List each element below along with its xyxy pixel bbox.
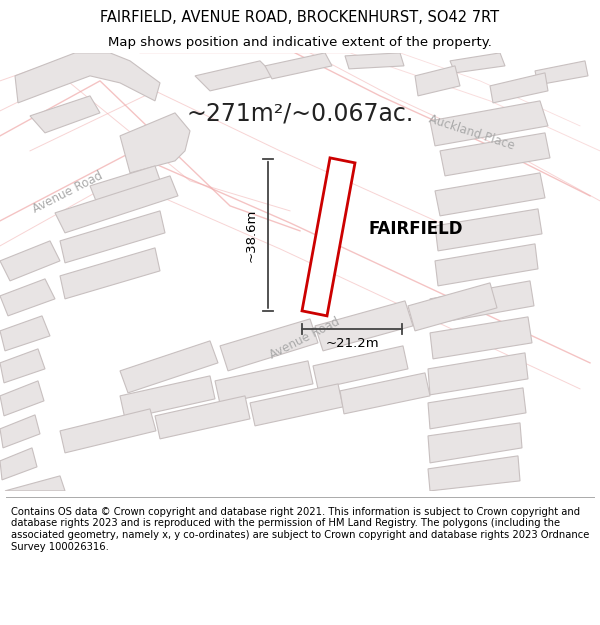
Polygon shape: [430, 101, 548, 146]
Polygon shape: [120, 376, 215, 419]
Text: ~38.6m: ~38.6m: [245, 208, 258, 261]
Polygon shape: [0, 381, 44, 416]
Polygon shape: [0, 448, 37, 480]
Polygon shape: [408, 283, 497, 331]
Polygon shape: [428, 388, 526, 429]
Text: Avenue Road: Avenue Road: [268, 316, 342, 362]
Polygon shape: [440, 133, 550, 176]
Polygon shape: [90, 166, 162, 206]
Text: Avenue Road: Avenue Road: [31, 169, 105, 216]
Polygon shape: [490, 73, 548, 103]
Polygon shape: [120, 341, 218, 393]
Polygon shape: [435, 244, 538, 286]
Polygon shape: [415, 66, 460, 96]
Polygon shape: [0, 279, 55, 316]
Polygon shape: [450, 53, 505, 73]
Polygon shape: [15, 53, 160, 103]
Polygon shape: [430, 317, 532, 359]
Text: Map shows position and indicative extent of the property.: Map shows position and indicative extent…: [108, 36, 492, 49]
Polygon shape: [315, 301, 413, 351]
Polygon shape: [60, 211, 165, 263]
Polygon shape: [313, 346, 408, 389]
Polygon shape: [428, 423, 522, 463]
Polygon shape: [345, 53, 404, 69]
Polygon shape: [0, 151, 600, 391]
Polygon shape: [195, 61, 275, 91]
Polygon shape: [0, 241, 60, 281]
Text: ~271m²/~0.067ac.: ~271m²/~0.067ac.: [187, 102, 413, 126]
Polygon shape: [430, 281, 534, 324]
Polygon shape: [250, 384, 343, 426]
Polygon shape: [428, 353, 528, 395]
Polygon shape: [5, 476, 65, 491]
Polygon shape: [340, 373, 430, 414]
Text: Contains OS data © Crown copyright and database right 2021. This information is : Contains OS data © Crown copyright and d…: [11, 507, 589, 552]
Polygon shape: [0, 349, 45, 383]
Polygon shape: [0, 415, 40, 448]
Polygon shape: [302, 158, 355, 316]
Polygon shape: [535, 61, 588, 85]
Polygon shape: [265, 53, 332, 79]
Text: FAIRFIELD, AVENUE ROAD, BROCKENHURST, SO42 7RT: FAIRFIELD, AVENUE ROAD, BROCKENHURST, SO…: [100, 10, 500, 25]
Polygon shape: [220, 319, 318, 371]
Text: ~21.2m: ~21.2m: [325, 337, 379, 350]
Polygon shape: [155, 396, 250, 439]
Text: FAIRFIELD: FAIRFIELD: [368, 220, 463, 238]
Polygon shape: [428, 456, 520, 491]
Polygon shape: [120, 113, 190, 173]
Polygon shape: [435, 209, 542, 251]
Polygon shape: [55, 176, 178, 233]
Polygon shape: [0, 316, 50, 351]
Polygon shape: [0, 53, 260, 206]
Polygon shape: [60, 53, 310, 191]
Text: Auckland Place: Auckland Place: [427, 113, 517, 153]
Polygon shape: [60, 248, 160, 299]
Polygon shape: [30, 96, 100, 133]
Polygon shape: [435, 173, 545, 216]
Polygon shape: [215, 361, 313, 404]
Polygon shape: [60, 409, 156, 453]
